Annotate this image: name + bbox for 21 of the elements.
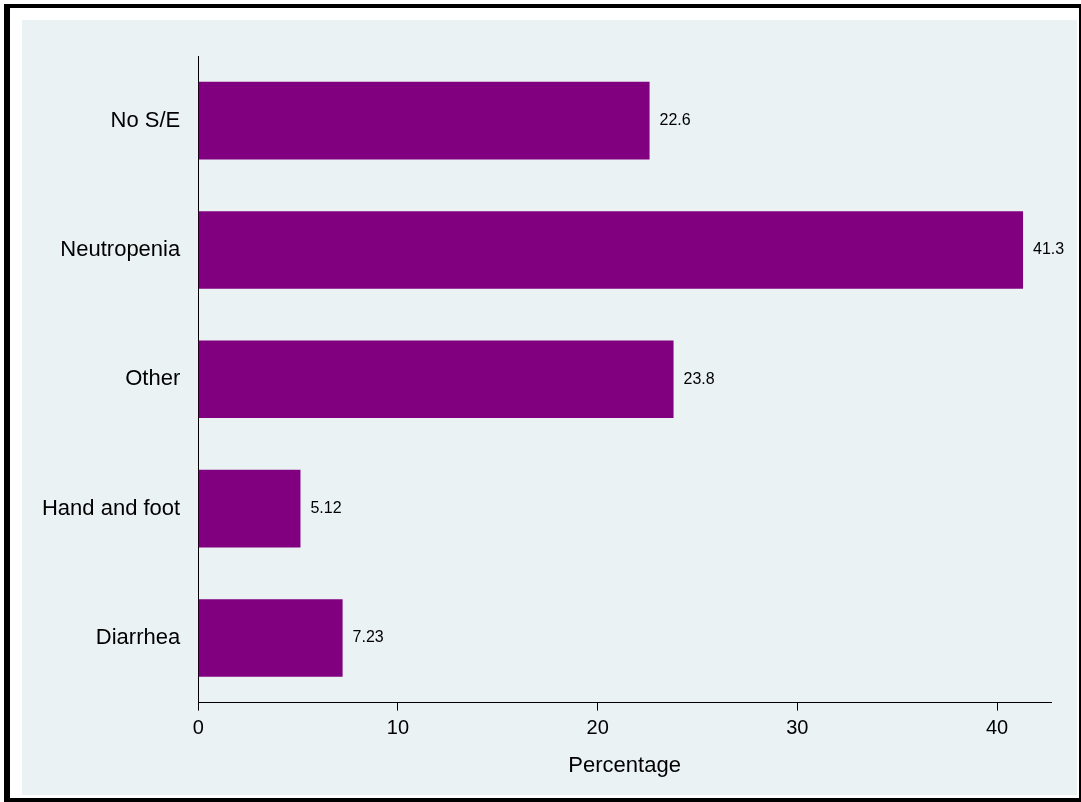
y-tick-label: No S/E [110, 106, 181, 132]
bar [198, 599, 343, 677]
x-tick-label: 40 [985, 716, 1009, 739]
x-tick-label: 30 [786, 716, 809, 739]
bar [198, 340, 674, 419]
y-tick-label: Diarrhea [95, 624, 181, 649]
x-tick-label: 20 [586, 716, 609, 739]
data-label: 23.8 [683, 369, 715, 387]
bar [198, 81, 650, 160]
bar [198, 211, 1024, 289]
data-label: 41.3 [1033, 240, 1065, 258]
x-tick-label: 0 [192, 716, 204, 739]
data-label: 5.12 [310, 499, 342, 517]
x-axis-title: Percentage [568, 751, 681, 777]
data-label: 7.23 [352, 628, 384, 646]
x-tick-label: 10 [386, 716, 410, 739]
bar [198, 469, 301, 548]
y-tick-label: Other [125, 365, 181, 391]
data-label: 22.6 [659, 111, 691, 129]
y-tick-label: Neutropenia [60, 236, 181, 262]
y-tick-label: Hand and foot [41, 494, 181, 520]
